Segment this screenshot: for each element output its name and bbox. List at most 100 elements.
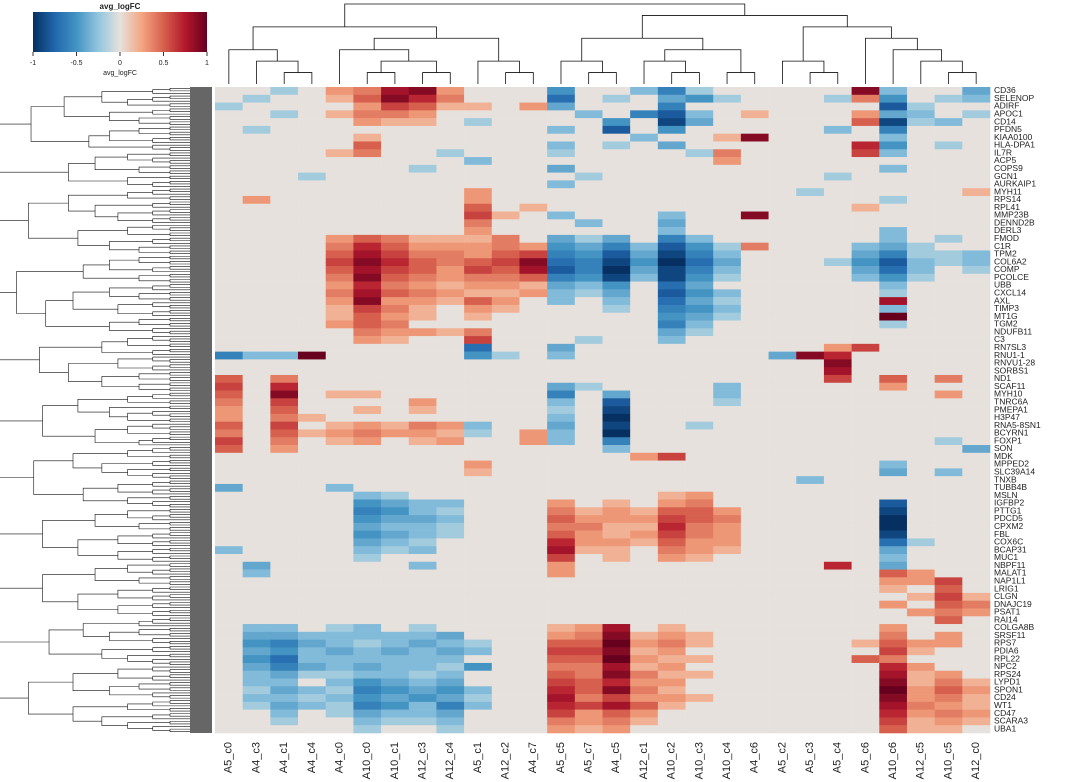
heatmap-cell (353, 118, 382, 127)
heatmap-cell (740, 157, 769, 166)
heatmap-cell (436, 670, 465, 679)
heatmap-cell (962, 577, 991, 586)
heatmap-cell (353, 320, 382, 329)
heatmap-cell (879, 624, 908, 633)
heatmap-cell (215, 538, 243, 547)
heatmap-cell (519, 195, 548, 205)
heatmap-cell (740, 546, 769, 555)
row-label: RPL22 (994, 653, 1020, 663)
heatmap-cell (436, 219, 465, 228)
heatmap-cell (630, 460, 659, 469)
heatmap-cell (464, 297, 493, 306)
heatmap-cell (381, 304, 410, 314)
heatmap-cell (491, 468, 520, 477)
heatmap-cell (381, 647, 410, 656)
heatmap-cell (823, 592, 852, 601)
heatmap-cell (630, 647, 659, 656)
heatmap-cell (740, 437, 769, 446)
heatmap-cell (519, 297, 548, 306)
row-label: SORBS1 (994, 365, 1029, 375)
heatmap-cell (602, 273, 631, 282)
heatmap-cell (298, 211, 327, 220)
heatmap-cell (574, 686, 603, 695)
heatmap-cell (325, 406, 354, 415)
heatmap-cell (464, 94, 493, 103)
heatmap-cell (934, 647, 963, 656)
heatmap-cell (353, 460, 382, 469)
heatmap-cell (381, 328, 410, 337)
heatmap-cell (657, 483, 686, 493)
heatmap-cell (464, 227, 493, 236)
heatmap-cell (602, 125, 631, 134)
heatmap-cell (215, 273, 243, 282)
heatmap-cell (934, 686, 963, 695)
heatmap-cell (519, 133, 548, 142)
heatmap-cell (325, 507, 354, 516)
heatmap-cell (436, 585, 465, 594)
heatmap-cell (353, 686, 382, 695)
heatmap-cell (685, 577, 714, 586)
heatmap-cell (491, 553, 520, 563)
heatmap-cell (602, 624, 631, 633)
heatmap-cell (574, 273, 603, 282)
heatmap-cell (879, 662, 908, 672)
heatmap-cell (270, 133, 299, 142)
heatmap-cell (768, 133, 797, 142)
heatmap-cell (574, 157, 603, 166)
heatmap-cell (630, 94, 659, 103)
heatmap-cell (823, 647, 852, 656)
heatmap-cell (740, 686, 769, 695)
heatmap-cell (962, 631, 991, 640)
heatmap-cell (934, 553, 963, 563)
heatmap-cell (879, 336, 908, 345)
row-label: SLC39A14 (994, 467, 1035, 477)
heatmap-cell (519, 655, 548, 664)
heatmap-cell (464, 195, 493, 205)
heatmap-cell (851, 445, 880, 454)
heatmap-cell (713, 670, 742, 679)
heatmap-cell (796, 351, 825, 360)
heatmap-cell (491, 149, 520, 158)
heatmap-cell (574, 491, 603, 500)
heatmap-cell (519, 374, 548, 384)
heatmap-cell (436, 553, 465, 563)
heatmap-cell (381, 624, 410, 633)
heatmap-cell (491, 686, 520, 695)
heatmap-cell (823, 686, 852, 695)
heatmap-cell (879, 180, 908, 189)
heatmap-cell (408, 180, 437, 189)
heatmap-cell (408, 445, 437, 454)
heatmap-cell (215, 382, 243, 391)
heatmap-cell (574, 569, 603, 578)
heatmap-cell (353, 670, 382, 679)
heatmap-cell (298, 592, 327, 601)
heatmap-cell (491, 367, 520, 376)
heatmap-cell (879, 717, 908, 726)
heatmap-cell (381, 281, 410, 290)
row-label: MDK (994, 451, 1013, 461)
row-label: CD47 (994, 708, 1016, 718)
heatmap-cell (215, 631, 243, 640)
heatmap-cell (630, 149, 659, 158)
heatmap-cell (353, 569, 382, 578)
heatmap-cell (851, 530, 880, 539)
heatmap-cell (242, 320, 271, 329)
heatmap-cell (796, 530, 825, 539)
heatmap-cell (215, 203, 243, 212)
heatmap-cell (796, 437, 825, 446)
heatmap-cell (298, 608, 327, 617)
heatmap-cell (685, 546, 714, 555)
heatmap-cell (768, 234, 797, 243)
heatmap-cell (630, 180, 659, 189)
heatmap-cell (574, 585, 603, 594)
heatmap-cell (768, 429, 797, 438)
heatmap-cell (713, 608, 742, 617)
heatmap-cell (879, 546, 908, 555)
heatmap-cell (353, 624, 382, 633)
heatmap-cell (796, 398, 825, 407)
heatmap-cell (657, 553, 686, 563)
heatmap-cell (464, 421, 493, 430)
heatmap-cell (325, 211, 354, 220)
heatmap-cell (740, 219, 769, 228)
heatmap-cell (934, 133, 963, 142)
